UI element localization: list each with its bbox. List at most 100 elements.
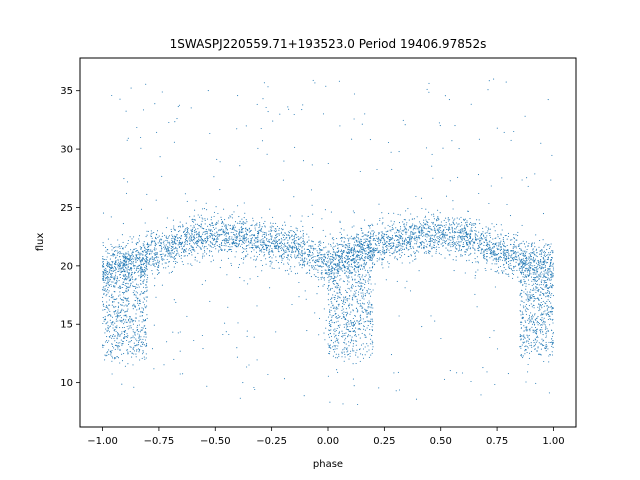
data-point [326, 265, 328, 267]
data-point [330, 256, 332, 258]
data-point [543, 262, 545, 264]
data-point [530, 256, 532, 258]
data-point [400, 255, 403, 257]
data-point [160, 253, 162, 255]
data-point [292, 245, 294, 247]
data-point [151, 232, 153, 234]
data-point [479, 237, 481, 239]
data-point [111, 264, 113, 266]
data-point [145, 336, 147, 338]
data-point [259, 229, 261, 231]
data-point [239, 237, 241, 239]
data-point [318, 279, 320, 281]
data-point [248, 227, 250, 229]
data-point [200, 242, 202, 244]
data-point [110, 314, 112, 316]
data-point [264, 248, 266, 251]
data-point [330, 268, 332, 270]
data-point [357, 237, 359, 239]
data-point [536, 256, 538, 258]
data-point [197, 245, 199, 247]
data-point [354, 267, 356, 270]
data-point [137, 249, 139, 251]
data-point [331, 238, 333, 240]
data-point [135, 291, 137, 293]
data-point [416, 239, 418, 241]
data-point [113, 276, 115, 278]
data-point [114, 322, 116, 324]
data-point [310, 246, 312, 248]
data-point [333, 280, 335, 282]
data-point [423, 219, 425, 221]
data-point [477, 247, 479, 249]
data-point [367, 280, 369, 282]
data-point [284, 232, 286, 234]
data-point [256, 233, 259, 235]
data-point [272, 242, 274, 244]
data-point [396, 259, 399, 261]
data-point [105, 295, 107, 297]
data-point [211, 250, 213, 252]
data-point [121, 253, 123, 255]
data-point [136, 287, 138, 289]
data-point [440, 229, 442, 232]
data-point [107, 286, 109, 288]
data-point [108, 290, 110, 292]
data-point [117, 311, 119, 313]
data-point [331, 265, 333, 267]
data-point [221, 233, 223, 235]
data-point [238, 239, 240, 241]
data-point [507, 261, 510, 263]
data-point [264, 236, 266, 238]
data-point [142, 254, 144, 256]
data-point [132, 335, 134, 337]
data-point [280, 237, 282, 239]
data-point [298, 247, 300, 249]
data-point [119, 287, 121, 289]
data-point [300, 255, 302, 257]
data-point [530, 262, 532, 264]
data-point [398, 241, 401, 243]
data-point [454, 237, 456, 239]
data-point [426, 220, 428, 222]
data-point [349, 252, 351, 254]
data-point [131, 319, 133, 321]
data-point [193, 242, 195, 244]
data-point [127, 276, 129, 278]
data-point [420, 229, 422, 231]
data-point [232, 239, 234, 241]
data-point [219, 246, 221, 249]
data-point [268, 253, 270, 256]
data-point [351, 259, 353, 261]
data-point [227, 232, 229, 234]
data-point [212, 227, 214, 229]
data-point [487, 230, 489, 232]
data-point [526, 248, 528, 251]
data-point [259, 241, 261, 243]
data-point [126, 255, 128, 258]
data-point [387, 237, 389, 239]
data-point [127, 265, 129, 268]
data-point [398, 236, 400, 238]
data-point [148, 253, 150, 255]
data-point [370, 238, 372, 240]
data-point [368, 252, 370, 254]
data-point [339, 221, 341, 223]
data-point [134, 305, 136, 307]
data-point [541, 253, 543, 255]
data-point [525, 263, 527, 265]
data-point [302, 261, 304, 263]
data-point [246, 255, 248, 257]
data-point [138, 335, 140, 337]
data-point [249, 230, 251, 233]
data-point [199, 261, 201, 263]
data-point [236, 235, 238, 237]
data-point [481, 248, 484, 250]
data-point [434, 238, 436, 240]
data-point [495, 242, 497, 244]
data-point [454, 250, 456, 253]
data-point [384, 243, 386, 245]
data-point [470, 230, 472, 232]
data-point [154, 240, 156, 242]
data-point [127, 308, 129, 310]
